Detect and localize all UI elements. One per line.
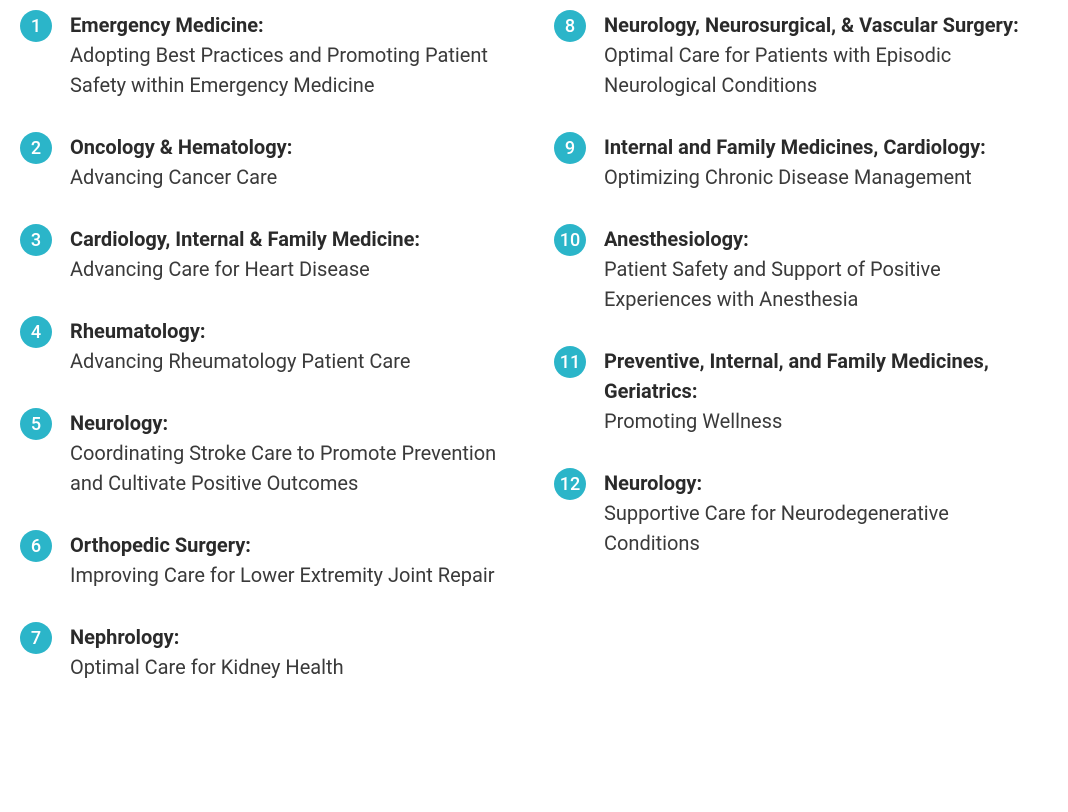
list-item: 12 Neurology: Supportive Care for Neurod…	[554, 468, 1048, 558]
number-badge: 1	[20, 10, 52, 42]
list-item: 5 Neurology: Coordinating Stroke Care to…	[20, 408, 514, 498]
list-item: 4 Rheumatology: Advancing Rheumatology P…	[20, 316, 514, 376]
item-title: Preventive, Internal, and Family Medicin…	[604, 349, 989, 403]
number-badge: 5	[20, 408, 52, 440]
item-content: Emergency Medicine: Adopting Best Practi…	[70, 10, 514, 100]
item-content: Orthopedic Surgery: Improving Care for L…	[70, 530, 514, 590]
item-title: Neurology:	[70, 411, 168, 435]
left-column: 1 Emergency Medicine: Adopting Best Prac…	[20, 10, 514, 714]
item-description: Optimal Care for Kidney Health	[70, 655, 344, 679]
item-description: Optimizing Chronic Disease Management	[604, 165, 972, 189]
item-content: Anesthesiology: Patient Safety and Suppo…	[604, 224, 1048, 314]
item-content: Preventive, Internal, and Family Medicin…	[604, 346, 1048, 436]
list-item: 2 Oncology & Hematology: Advancing Cance…	[20, 132, 514, 192]
list-item: 11 Preventive, Internal, and Family Medi…	[554, 346, 1048, 436]
item-description: Coordinating Stroke Care to Promote Prev…	[70, 441, 496, 495]
number-badge: 8	[554, 10, 586, 42]
item-description: Adopting Best Practices and Promoting Pa…	[70, 43, 488, 97]
item-title: Neurology:	[604, 471, 702, 495]
item-description: Advancing Cancer Care	[70, 165, 277, 189]
item-description: Advancing Care for Heart Disease	[70, 257, 370, 281]
list-item: 10 Anesthesiology: Patient Safety and Su…	[554, 224, 1048, 314]
item-description: Optimal Care for Patients with Episodic …	[604, 43, 951, 97]
item-content: Internal and Family Medicines, Cardiolog…	[604, 132, 1048, 192]
item-title: Cardiology, Internal & Family Medicine:	[70, 227, 420, 251]
item-description: Patient Safety and Support of Positive E…	[604, 257, 941, 311]
item-description: Promoting Wellness	[604, 409, 782, 433]
number-badge: 6	[20, 530, 52, 562]
item-content: Neurology: Coordinating Stroke Care to P…	[70, 408, 514, 498]
number-badge: 4	[20, 316, 52, 348]
list-item: 6 Orthopedic Surgery: Improving Care for…	[20, 530, 514, 590]
number-badge: 12	[554, 468, 586, 500]
item-content: Rheumatology: Advancing Rheumatology Pat…	[70, 316, 514, 376]
item-content: Nephrology: Optimal Care for Kidney Heal…	[70, 622, 514, 682]
item-content: Cardiology, Internal & Family Medicine: …	[70, 224, 514, 284]
number-badge: 7	[20, 622, 52, 654]
number-badge: 2	[20, 132, 52, 164]
list-item: 3 Cardiology, Internal & Family Medicine…	[20, 224, 514, 284]
list-item: 1 Emergency Medicine: Adopting Best Prac…	[20, 10, 514, 100]
item-title: Orthopedic Surgery:	[70, 533, 251, 557]
list-item: 7 Nephrology: Optimal Care for Kidney He…	[20, 622, 514, 682]
number-badge: 11	[554, 346, 586, 378]
list-container: 1 Emergency Medicine: Adopting Best Prac…	[20, 10, 1048, 714]
item-content: Neurology: Supportive Care for Neurodege…	[604, 468, 1048, 558]
item-content: Neurology, Neurosurgical, & Vascular Sur…	[604, 10, 1048, 100]
item-content: Oncology & Hematology: Advancing Cancer …	[70, 132, 514, 192]
item-description: Advancing Rheumatology Patient Care	[70, 349, 410, 373]
number-badge: 9	[554, 132, 586, 164]
item-title: Oncology & Hematology:	[70, 135, 292, 159]
item-title: Neurology, Neurosurgical, & Vascular Sur…	[604, 13, 1019, 37]
item-description: Improving Care for Lower Extremity Joint…	[70, 563, 494, 587]
item-title: Nephrology:	[70, 625, 179, 649]
number-badge: 10	[554, 224, 586, 256]
number-badge: 3	[20, 224, 52, 256]
list-item: 9 Internal and Family Medicines, Cardiol…	[554, 132, 1048, 192]
item-description: Supportive Care for Neurodegenerative Co…	[604, 501, 949, 555]
item-title: Internal and Family Medicines, Cardiolog…	[604, 135, 986, 159]
item-title: Rheumatology:	[70, 319, 206, 343]
right-column: 8 Neurology, Neurosurgical, & Vascular S…	[554, 10, 1048, 714]
list-item: 8 Neurology, Neurosurgical, & Vascular S…	[554, 10, 1048, 100]
item-title: Emergency Medicine:	[70, 13, 264, 37]
item-title: Anesthesiology:	[604, 227, 749, 251]
